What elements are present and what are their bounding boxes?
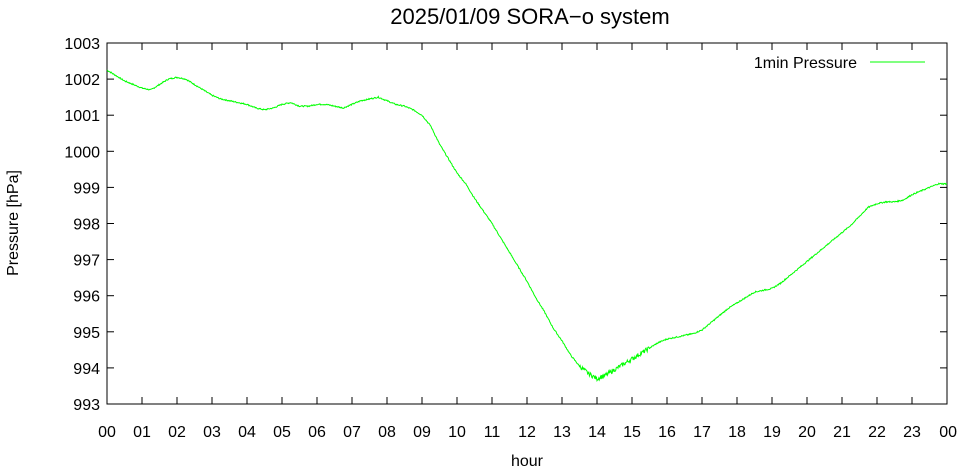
y-tick-label: 993 bbox=[73, 397, 100, 414]
y-tick-label: 997 bbox=[73, 253, 100, 270]
x-tick-label: 05 bbox=[273, 424, 291, 441]
x-tick-label: 03 bbox=[203, 424, 221, 441]
y-tick-label: 994 bbox=[73, 361, 100, 378]
x-tick-label: 02 bbox=[168, 424, 186, 441]
y-tick-label: 998 bbox=[73, 217, 100, 234]
x-tick-label: 09 bbox=[413, 424, 431, 441]
y-axis-tick-labels: 993 994 995 996 997 998 999 1000 1001 1002 1003 bbox=[64, 36, 100, 414]
x-tick-label: 20 bbox=[798, 424, 816, 441]
x-axis-tick-labels: 00 01 02 03 04 05 06 07 08 09 10 11 12 13 14 15 16 17 18 19… bbox=[98, 424, 957, 441]
y-tick-label: 1001 bbox=[64, 108, 100, 125]
y-tick-label: 996 bbox=[73, 289, 100, 306]
x-tick-label: 12 bbox=[518, 424, 536, 441]
x-tick-label: 18 bbox=[728, 424, 746, 441]
legend: 1min Pressure bbox=[754, 55, 925, 72]
series-line-1min-pressure bbox=[106, 69, 948, 382]
x-tick-label: 15 bbox=[623, 424, 641, 441]
x-tick-label: 22 bbox=[868, 424, 886, 441]
x-tick-label: 16 bbox=[658, 424, 676, 441]
x-tick-label: 11 bbox=[484, 424, 501, 441]
x-tick-label: 13 bbox=[553, 424, 571, 441]
y-tick-label: 1002 bbox=[64, 72, 100, 89]
x-axis-ticks bbox=[106, 43, 948, 404]
x-tick-label: 06 bbox=[308, 424, 326, 441]
x-tick-label: 10 bbox=[448, 424, 466, 441]
x-tick-label: 00 bbox=[98, 424, 116, 441]
y-tick-label: 995 bbox=[73, 325, 100, 342]
plot-area-frame bbox=[106, 42, 948, 405]
x-tick-label: 08 bbox=[378, 424, 396, 441]
y-tick-label: 999 bbox=[73, 180, 100, 197]
x-axis-label: hour bbox=[511, 453, 544, 470]
y-tick-label: 1000 bbox=[64, 144, 100, 161]
x-tick-label: 19 bbox=[763, 424, 781, 441]
y-tick-label: 1003 bbox=[64, 36, 100, 53]
x-tick-label: 01 bbox=[133, 424, 151, 441]
x-tick-label: 07 bbox=[343, 424, 361, 441]
y-axis-label: Pressure [hPa] bbox=[5, 170, 22, 276]
x-tick-label: 04 bbox=[238, 424, 256, 441]
x-tick-label: 23 bbox=[903, 424, 921, 441]
x-tick-label: 21 bbox=[833, 424, 851, 441]
y-axis-ticks bbox=[107, 42, 947, 405]
x-tick-label: 14 bbox=[588, 424, 606, 441]
chart-title: 2025/01/09 SORA−o system bbox=[390, 4, 669, 29]
x-tick-label: 00 bbox=[939, 424, 957, 441]
x-tick-label: 17 bbox=[693, 424, 711, 441]
legend-entry-label: 1min Pressure bbox=[754, 55, 857, 72]
